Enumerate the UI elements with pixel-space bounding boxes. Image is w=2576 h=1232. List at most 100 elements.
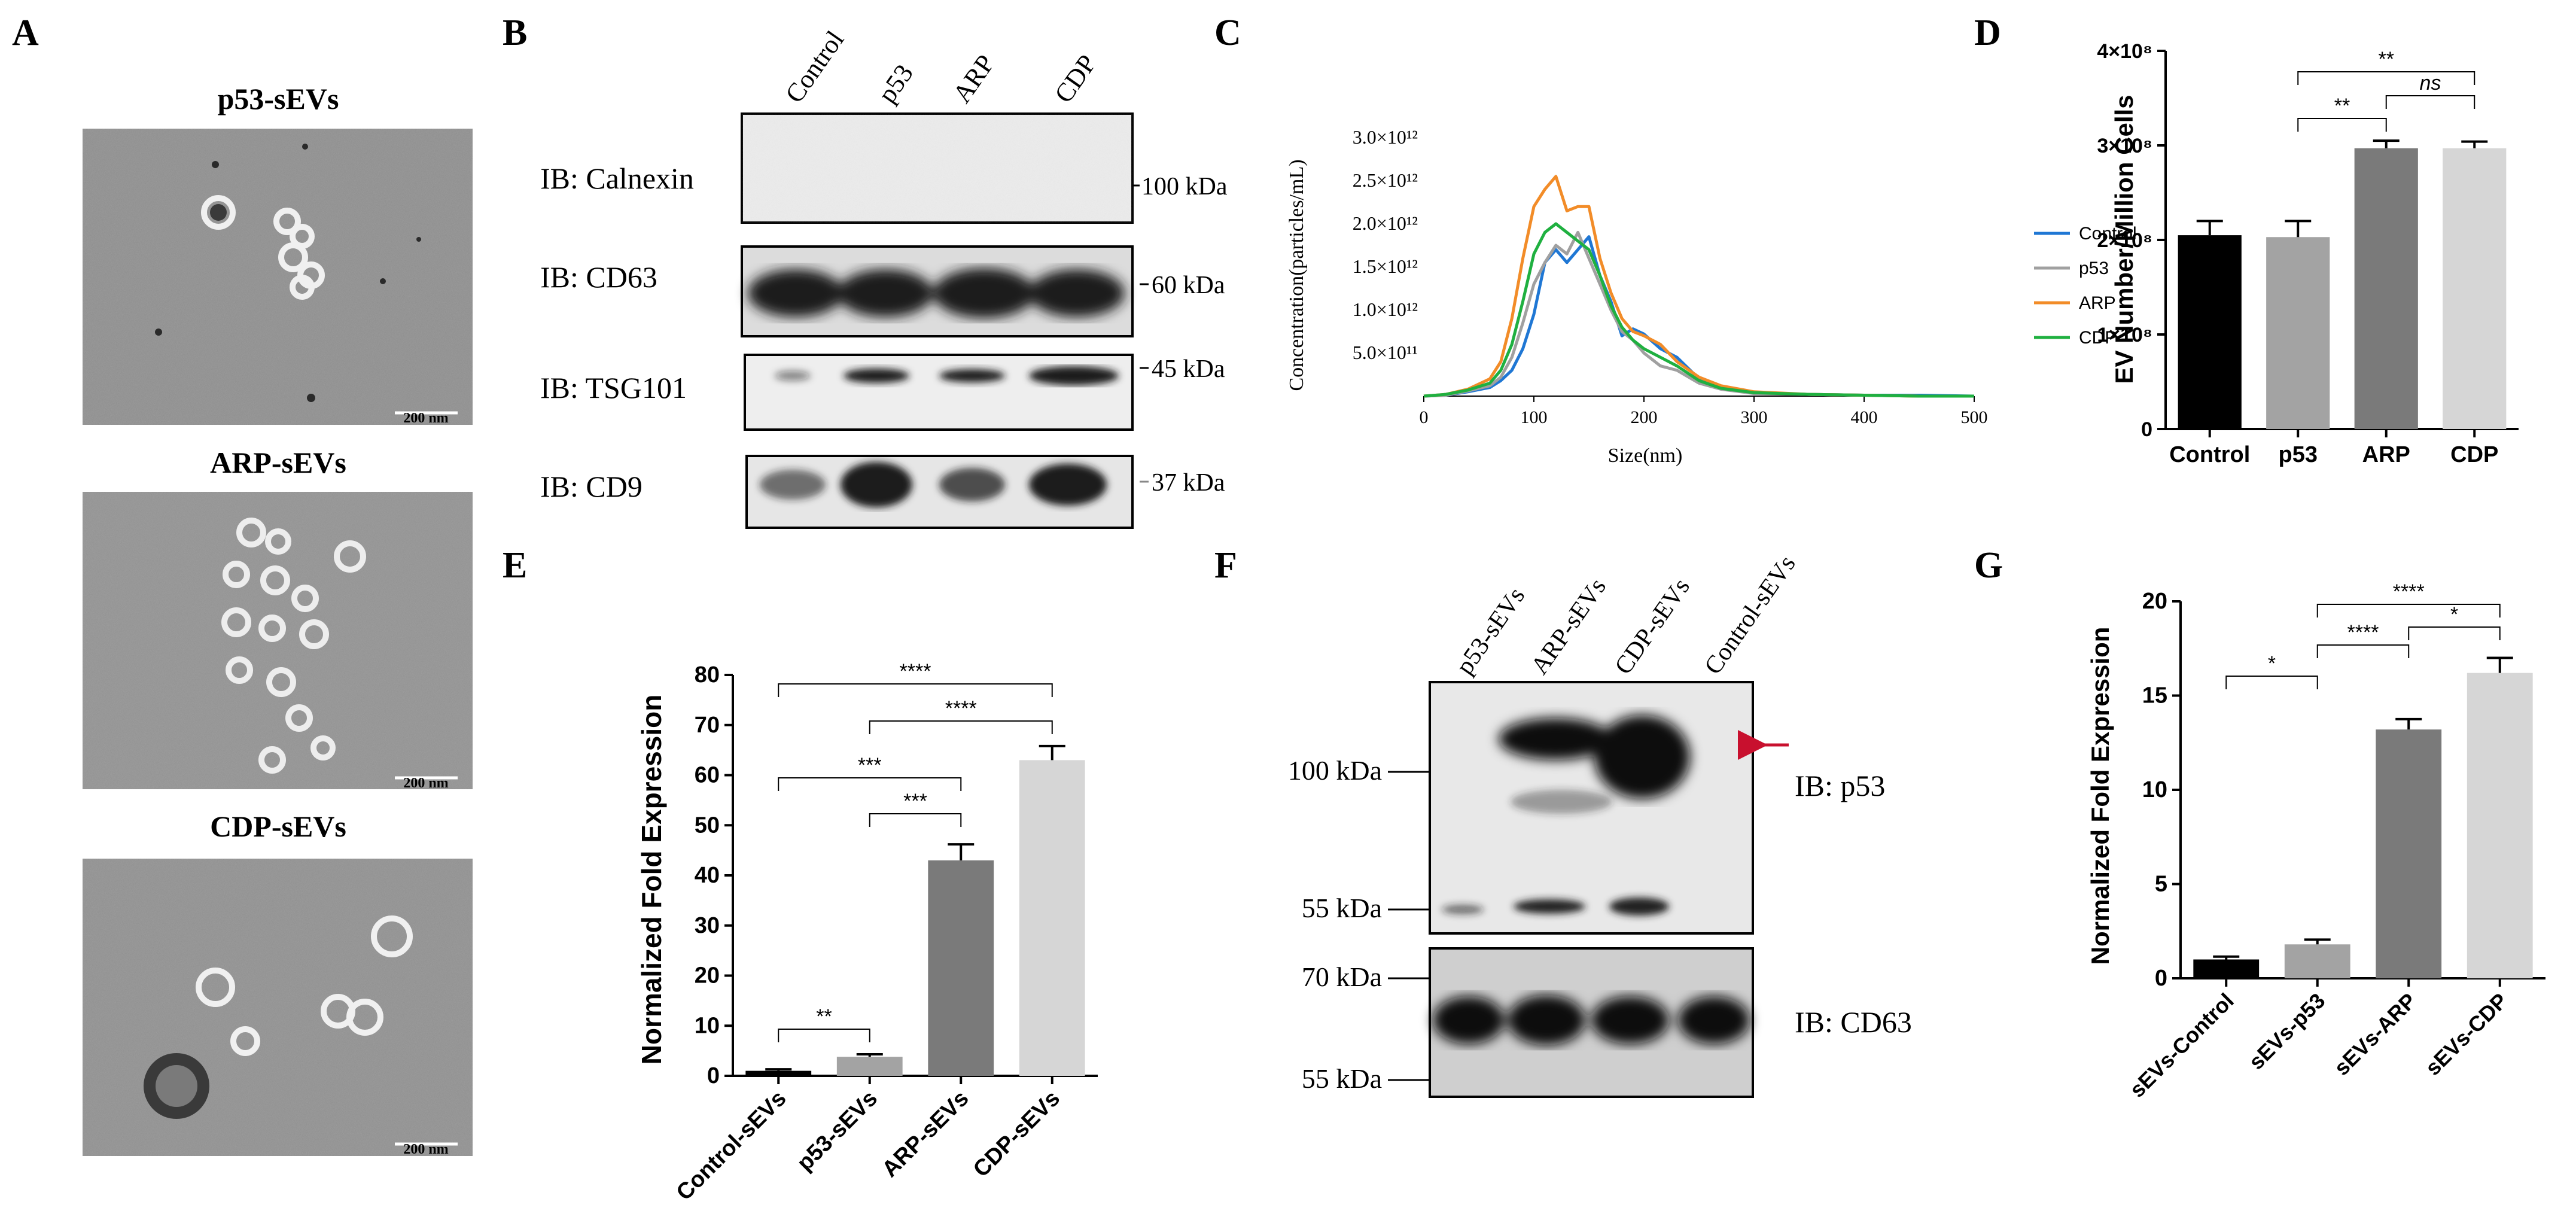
significance-label: *** [858,754,882,777]
significance-label: **** [2393,580,2425,603]
y-axis-label: Normalized Fold Expression [636,695,667,1065]
series-line-arp [1423,175,1974,398]
lane-label: Control [780,25,849,108]
y-tick-label: 2.0×10¹² [1353,212,1418,234]
x-tick-label: 200 [1631,407,1658,427]
x-tick-label: CDP [2450,442,2498,467]
ib-label: IB: TSG101 [540,371,687,404]
kda-marker: 55 kDa [1302,893,1382,923]
tem-title-p53: p53-sEVs [218,82,339,115]
tem-image-arp: 200 nm [83,492,473,791]
scale-bar-label: 200 nm [403,410,448,426]
blot-cd63: IB: CD63 60 kDa [540,245,1225,337]
y-tick-label: 80 [695,662,720,688]
bar-arp-sevs [928,860,994,1076]
legend-label: ARP [2079,293,2116,313]
panel-letter-b: B [503,13,527,53]
series-line-control [1423,235,1975,398]
panel-letter-a: A [12,13,39,53]
blot-cd63-f: 70 kDa 55 kDa IB: CD63 [1302,947,1912,1098]
lane-label: Control-sEVs [1700,550,1801,680]
ib-label: IB: CD63 [540,260,657,294]
panel-b: Control p53 ARP CDP IB: Calnexin 100 kDa… [540,25,1228,529]
bar-p53 [2266,237,2330,429]
y-tick-label: 2.5×10¹² [1353,169,1418,191]
x-tick-label: CDP-sEVs [969,1086,1065,1182]
y-tick-label: 40 [695,863,720,888]
panel-a: p53-sEVs ARP-sEVs CDP-sEVs 20 [83,82,473,1157]
tem-title-arp: ARP-sEVs [210,446,346,479]
y-tick-label: 20 [2142,589,2167,614]
y-tick-label: 4×10⁸ [2097,40,2152,63]
y-tick-label: 0 [2155,966,2167,991]
panel-letter-e: E [503,545,527,586]
x-tick-label: 500 [1961,407,1988,427]
panel-g: 0 5 10 15 20 sEVs-Control sEVs-p53 sEVs-ARP sEVs… [2086,580,2545,1102]
y-tick-label: 3.0×10¹² [1353,126,1418,148]
y-tick-label: 0 [707,1063,720,1088]
bar-sevs-arp [2376,729,2442,978]
y-tick-label: 1×10⁸ [2097,324,2152,346]
significance-label: *** [903,790,927,813]
series-line-cdp [1423,222,1974,398]
y-tick-label: 70 [695,713,720,738]
x-tick-label: ARP-sEVs [878,1086,974,1182]
tem-title-cdp: CDP-sEVs [210,810,346,843]
significance-label: ** [2334,95,2350,117]
y-tick-label: 50 [695,813,720,838]
significance-bracket [2297,71,2475,85]
x-tick-label: sEVs-p53 [2244,988,2330,1075]
scale-bar-label: 200 nm [403,775,448,791]
significance-bracket [778,777,962,791]
kda-marker: 100 kDa [1141,173,1228,200]
blot-calnexin: IB: Calnexin 100 kDa [540,112,1228,224]
y-tick-label: 20 [695,963,720,988]
x-tick-label: 400 [1851,407,1878,427]
x-axis-label: Size(nm) [1608,445,1683,467]
lane-label: p53 [872,59,919,108]
lane-label: ARP-sEVs [1526,573,1612,679]
legend-label: p53 [2079,258,2109,278]
significance-bracket [869,813,962,827]
x-tick-label: sEVs-Control [2125,988,2239,1102]
bar-control-sevs [745,1070,812,1076]
x-tick-label: 300 [1741,407,1768,427]
panel-f: p53-sEVs ARP-sEVs CDP-sEVs Control-sEVs … [1288,550,1912,1098]
significance-label: ** [816,1005,832,1028]
kda-marker: 55 kDa [1302,1063,1382,1094]
y-tick-label: 0 [2141,418,2152,441]
x-tick-label: sEVs-CDP [2420,988,2512,1080]
significance-label: **** [900,660,931,683]
significance-label: **** [945,697,977,720]
x-tick-label: ARP [2362,442,2410,467]
significance-label: * [2268,652,2276,675]
legend-label: CDP [2079,328,2117,348]
kda-marker: 37 kDa [1152,469,1225,497]
significance-label: ** [2379,48,2394,71]
significance-bracket [2316,604,2501,617]
x-tick-label: sEVs-ARP [2329,988,2420,1080]
x-tick-label: Control [2169,442,2250,467]
significance-bracket [778,1029,870,1042]
lane-label: CDP-sEVs [1610,573,1695,679]
tem-image-p53: 200 nm [83,129,473,426]
x-tick-label: 0 [1420,407,1429,427]
kda-marker: 70 kDa [1302,962,1382,992]
kda-marker: 100 kDa [1288,755,1382,786]
panel-letter-g: G [1974,545,2003,586]
y-tick-label: 30 [695,913,720,938]
y-tick-label: 2×10⁸ [2097,229,2152,252]
panel-e: 0 10 20 30 40 50 60 70 80 Control-sEVs p53-sEVsARP… [636,660,1098,1206]
significance-label: ns [2420,72,2441,95]
y-tick-label: 60 [695,763,720,788]
bar-sevs-control [2193,959,2260,978]
bar-p53-sevs [836,1057,903,1076]
significance-bracket [2316,644,2410,658]
blot-p53: 100 kDa 55 kDa IB: p53 [1288,681,1885,935]
kda-marker: 60 kDa [1152,272,1225,299]
panel-d: 0 1×10⁸ 2×10⁸ 3×10⁸ 4×10⁸ Control p53 ARP CDP ** n… [2097,40,2519,467]
ib-label: IB: CD9 [540,470,643,503]
blot-tsg101: IB: TSG101 45 kDa [540,354,1225,431]
y-axis-label: EV Number/Million Cells [2110,95,2138,384]
